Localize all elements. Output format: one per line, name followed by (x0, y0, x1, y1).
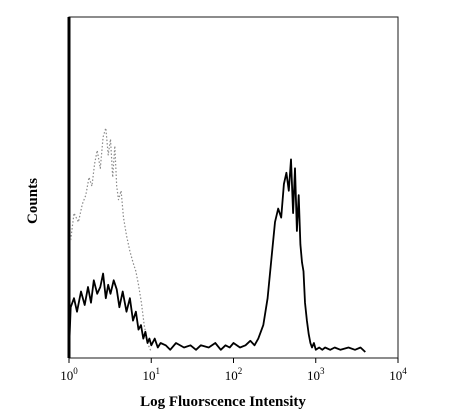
x-tick-label-exponent: 2 (238, 366, 243, 376)
x-axis-ticks (68, 358, 399, 363)
x-axis-tick-labels: 100 101 102 103 104 (60, 366, 407, 383)
x-tick-label-exponent: 4 (402, 366, 407, 376)
plot-frame (67, 16, 399, 359)
x-tick-label-exponent: 3 (320, 366, 325, 376)
x-tick-label: 100 (60, 366, 78, 383)
x-tick-label-base: 10 (143, 368, 156, 383)
x-tick-label-exponent: 0 (73, 366, 78, 376)
x-tick-label-base: 10 (225, 368, 238, 383)
isotype-control-curve (70, 127, 152, 353)
x-tick-label: 102 (225, 366, 243, 383)
x-tick-label-base: 10 (60, 368, 73, 383)
x-tick-label: 101 (143, 366, 161, 383)
x-tick-label-base: 10 (389, 368, 402, 383)
x-tick-label: 103 (307, 366, 325, 383)
histogram-series (68, 127, 366, 353)
stained-sample-curve (68, 158, 366, 353)
x-tick-label-exponent: 1 (156, 366, 161, 376)
plot-border (68, 16, 399, 359)
y-axis-label: Counts (25, 178, 41, 224)
x-axis-label: Log Fluorscence Intensity (140, 394, 306, 410)
x-tick-label: 104 (389, 366, 407, 383)
x-tick-label-base: 10 (307, 368, 320, 383)
